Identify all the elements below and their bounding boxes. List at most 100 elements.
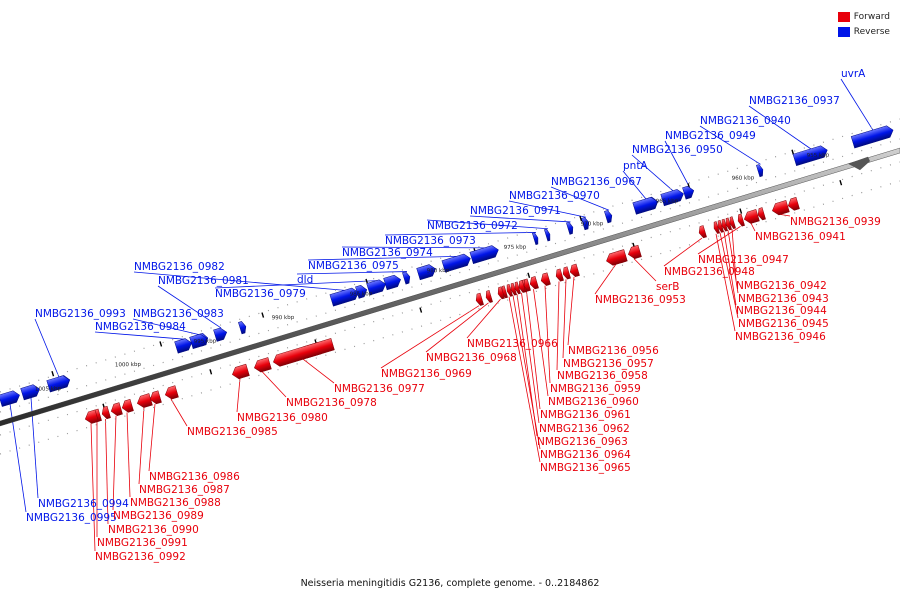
forward-gene-20-leader xyxy=(508,296,541,463)
reverse-gene-16-label: NMBG2136_0981 xyxy=(158,275,249,287)
forward-gene-12-leader xyxy=(562,279,567,359)
reverse-gene-7-leader xyxy=(508,200,587,218)
forward-gene-17 xyxy=(518,280,526,293)
reverse-gene-10 xyxy=(532,232,539,246)
forward-gene-30-leader xyxy=(126,412,131,498)
forward-gene-21-label: NMBG2136_0966 xyxy=(467,338,558,350)
reverse-gene-extra-1 xyxy=(383,274,401,291)
scale-tick-label: 995 kbp xyxy=(194,339,217,346)
forward-gene-7 xyxy=(717,219,724,233)
reverse-gene-19-leader xyxy=(34,318,60,378)
reverse-gene-18-label: NMBG2136_0984 xyxy=(95,321,186,333)
reverse-gene-12-label: NMBG2136_0975 xyxy=(308,260,399,272)
forward-gene-22-leader xyxy=(425,302,489,353)
forward-gene-11-label: NMBG2136_0956 xyxy=(568,345,659,357)
forward-gene-27-label: NMBG2136_0985 xyxy=(187,426,278,438)
forward-gene-14-leader xyxy=(544,285,551,384)
reverse-gene-0-label: uvrA xyxy=(841,68,866,80)
forward-dot-track xyxy=(0,180,900,455)
forward-gene-16-leader xyxy=(526,291,541,410)
tick-dash-4 xyxy=(261,312,265,318)
tick-dash-2 xyxy=(159,341,163,347)
forward-label: Forward xyxy=(853,11,890,22)
reverse-gene-18-leader xyxy=(94,331,185,340)
forward-gene-18 xyxy=(514,281,521,295)
reverse-gene-3-label: NMBG2136_0949 xyxy=(665,130,756,142)
reverse-gene-20-label: NMBG2136_0994 xyxy=(38,498,129,510)
forward-gene-32-label: NMBG2136_0990 xyxy=(108,524,199,536)
reverse-gene-15 xyxy=(329,287,359,307)
reverse-gene-10-label: NMBG2136_0973 xyxy=(385,235,476,247)
tick-dash-0 xyxy=(51,371,55,377)
forward-gene-31-label: NMBG2136_0989 xyxy=(113,510,204,522)
reverse-gene-18 xyxy=(174,338,192,354)
forward-gene-0-label: NMBG2136_0939 xyxy=(790,216,881,228)
tick-dash-3 xyxy=(209,369,213,375)
reverse-gene-1-label: NMBG2136_0937 xyxy=(749,95,840,107)
forward-gene-13-leader xyxy=(556,281,560,371)
forward-gene-34 xyxy=(84,409,99,424)
forward-gene-extra-0 xyxy=(787,196,800,211)
forward-gene-15-leader xyxy=(533,289,549,397)
reverse-gene-extra-6 xyxy=(416,264,436,281)
reverse-gene-12-leader xyxy=(307,255,458,261)
forward-gene-24-label: NMBG2136_0977 xyxy=(334,383,425,395)
forward-gene-2-label: NMBG2136_0948 xyxy=(664,266,755,278)
reverse-label: Reverse xyxy=(853,26,890,37)
forward-gene-18-label: NMBG2136_0963 xyxy=(537,436,628,448)
forward-gene-25 xyxy=(254,357,272,373)
reverse-gene-6 xyxy=(604,210,613,224)
reverse-gene-0 xyxy=(850,125,894,149)
reverse-gene-14-leader xyxy=(214,280,378,289)
forward-gene-26 xyxy=(232,363,250,380)
reverse-gene-11 xyxy=(469,245,499,265)
reverse-gene-4 xyxy=(660,189,684,207)
reverse-gene-15-label: NMBG2136_0982 xyxy=(134,261,225,273)
forward-gene-28 xyxy=(149,390,162,405)
reverse-inner-dot-track xyxy=(0,138,900,413)
reverse-gene-4-label: NMBG2136_0950 xyxy=(632,144,723,156)
forward-gene-26-label: NMBG2136_0980 xyxy=(237,412,328,424)
axis-end-cap xyxy=(848,156,870,171)
scale-tick-label: 1005 kbp xyxy=(35,386,62,393)
reverse-gene-6-leader xyxy=(550,186,610,211)
forward-gene-3-label: NMBG2136_0947 xyxy=(698,254,789,266)
reverse-gene-9-leader xyxy=(426,219,549,230)
scale-tick-label: 960 kbp xyxy=(732,175,755,182)
forward-gene-31 xyxy=(110,402,123,416)
genome-axis xyxy=(0,147,900,427)
forward-gene-16-label: NMBG2136_0961 xyxy=(540,409,631,421)
tick-dash-10 xyxy=(579,215,583,222)
forward-gene-9-label: serB xyxy=(656,281,679,293)
forward-gene-25-label: NMBG2136_0978 xyxy=(286,397,377,409)
forward-gene-4-label: NMBG2136_0942 xyxy=(736,280,827,292)
scale-tick-label: 975 kbp xyxy=(504,245,527,252)
forward-gene-24-leader xyxy=(302,358,335,384)
forward-gene-11 xyxy=(569,263,580,278)
forward-gene-extra-1 xyxy=(757,207,766,221)
forward-gene-16 xyxy=(523,278,531,292)
forward-gene-22 xyxy=(485,290,493,303)
forward-gene-9 xyxy=(627,244,642,259)
forward-gene-3 xyxy=(737,213,745,227)
scale-tick-label: 980 kbp xyxy=(427,268,450,275)
forward-gene-25-leader xyxy=(261,371,287,398)
reverse-gene-2-leader xyxy=(699,125,761,165)
reverse-gene-16 xyxy=(213,327,228,342)
forward-gene-20 xyxy=(506,283,513,297)
reverse-gene-3 xyxy=(682,185,695,200)
forward-gene-5-leader xyxy=(727,230,739,294)
forward-gene-21-leader xyxy=(466,298,501,339)
reverse-gene-8-leader xyxy=(469,215,571,223)
forward-gene-19-label: NMBG2136_0964 xyxy=(540,449,631,461)
reverse-gene-3-leader xyxy=(664,140,690,187)
reverse-gene-9 xyxy=(544,228,551,242)
reverse-gene-2 xyxy=(756,164,764,178)
reverse-gene-17-leader xyxy=(132,318,200,336)
tick-dash-7 xyxy=(419,307,423,313)
reverse-gene-13-label: dld xyxy=(297,274,313,286)
reverse-swatch xyxy=(837,26,850,37)
forward-gene-13 xyxy=(555,268,564,282)
forward-gene-13-label: NMBG2136_0958 xyxy=(557,370,648,382)
tick-dash-13 xyxy=(739,208,743,214)
